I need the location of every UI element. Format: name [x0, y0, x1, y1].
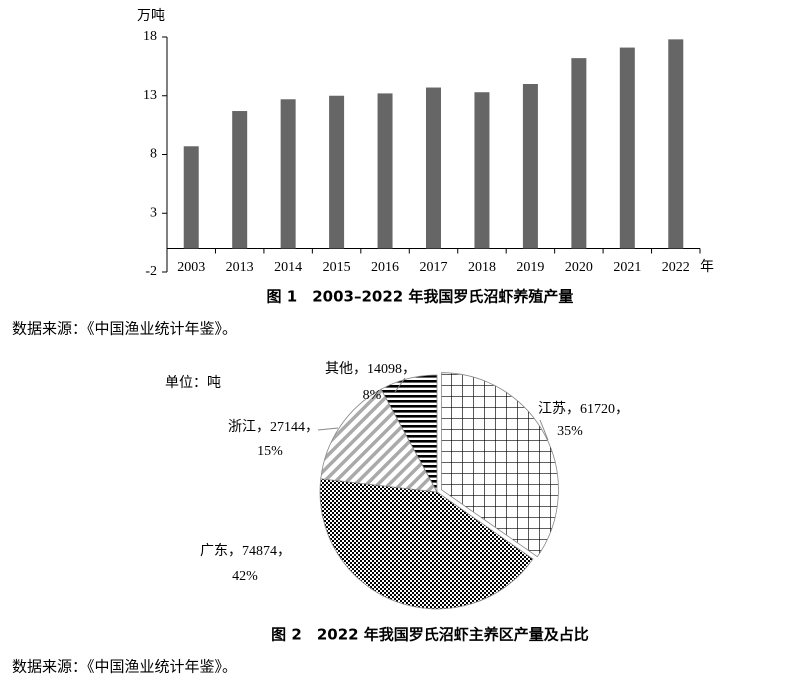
bar: [183, 146, 199, 249]
bar: [280, 99, 296, 249]
bar: [668, 39, 684, 249]
x-tick-label: 2013: [226, 260, 254, 275]
slice-share: 35%: [557, 424, 583, 439]
x-tick-label: 2017: [420, 260, 448, 275]
bar: [522, 84, 538, 249]
separator: ，: [566, 402, 580, 417]
unit-label: 单位：吨: [165, 375, 221, 391]
y-tick-label: 13: [143, 88, 157, 103]
slice-label: 广东，74874，: [200, 543, 291, 559]
pie-slice: [441, 372, 559, 558]
y-axis-label: 万吨: [137, 8, 165, 24]
leader-line: [539, 419, 549, 441]
pie-slice: [319, 478, 534, 610]
y-tick-label: 18: [143, 29, 157, 44]
x-tick-label: 2016: [371, 260, 399, 275]
source-note: 数据来源：《中国渔业统计年鉴》。: [12, 658, 237, 675]
figure-caption: 图 2 2022 年我国罗氏沼虾主养区产量及占比: [271, 626, 589, 644]
separator: ，: [305, 420, 319, 435]
bar: [329, 95, 345, 249]
x-tick-label: 2022: [662, 260, 690, 275]
slice-name: 其他: [325, 361, 353, 377]
y-tick-label: 3: [150, 205, 157, 220]
leader-line: [317, 427, 339, 431]
x-tick-label: 2014: [274, 260, 302, 275]
y-tick-label: 8: [150, 147, 157, 162]
separator: ，: [256, 420, 270, 435]
slice-share: 8%: [363, 388, 382, 403]
bar: [619, 47, 635, 249]
slice-label: 江苏，61720，: [538, 401, 629, 417]
slice-value: 74874: [242, 544, 277, 559]
x-tick-label: 2015: [323, 260, 351, 275]
bar: [377, 93, 393, 249]
separator: ，: [615, 402, 629, 417]
x-axis-label: 年: [700, 259, 714, 275]
pie-slice: [320, 388, 438, 493]
separator: ，: [277, 544, 291, 559]
x-tick-label: 2019: [516, 260, 544, 275]
slice-name: 浙江: [228, 419, 256, 435]
slice-value: 61720: [580, 402, 615, 417]
slice-share: 15%: [257, 444, 283, 459]
slice-share: 42%: [232, 569, 258, 584]
x-tick-label: 2020: [565, 260, 593, 275]
bar: [571, 58, 587, 249]
bar: [426, 87, 441, 249]
leader-line: [394, 377, 406, 393]
slice-label: 其他，14098，: [325, 361, 416, 377]
separator: ，: [353, 362, 367, 377]
slice-value: 27144: [270, 420, 305, 435]
separator: ，: [228, 544, 242, 559]
pie-slice: [380, 374, 438, 493]
separator: ，: [402, 362, 416, 377]
slice-value: 14098: [367, 362, 402, 377]
slice-name: 广东: [200, 543, 228, 559]
y-tick-label: -2: [145, 264, 157, 279]
source-note: 数据来源：《中国渔业统计年鉴》。: [12, 320, 237, 337]
slice-name: 江苏: [538, 401, 566, 417]
slice-label: 浙江，27144，: [228, 419, 319, 435]
bar: [474, 92, 490, 249]
x-tick-label: 2021: [613, 260, 641, 275]
figure-caption: 图 1 2003–2022 年我国罗氏沼虾养殖产量: [267, 288, 574, 306]
bar: [232, 111, 248, 249]
x-tick-label: 2003: [177, 260, 205, 275]
x-tick-label: 2018: [468, 260, 496, 275]
